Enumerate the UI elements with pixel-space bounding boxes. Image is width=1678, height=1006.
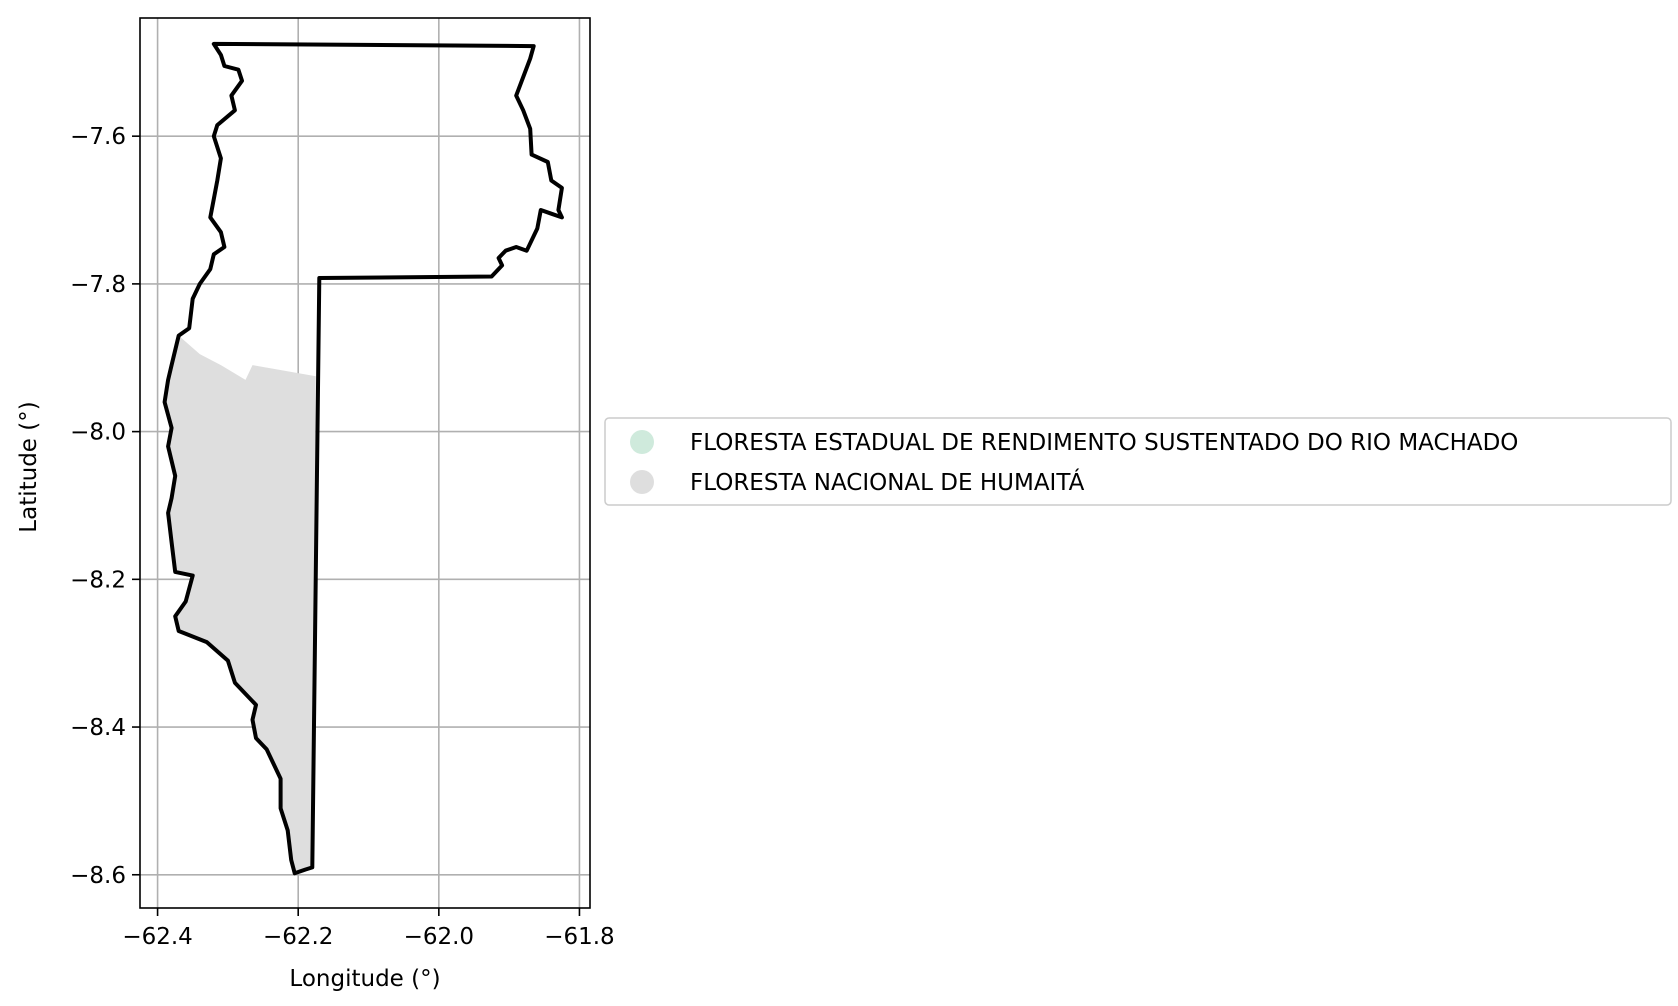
legend-label-humaita: FLORESTA NACIONAL DE HUMAITÁ [690,468,1085,496]
legend-label-rio-machado: FLORESTA ESTADUAL DE RENDIMENTO SUSTENTA… [690,430,1518,456]
x-tick-label: −62.0 [404,924,474,950]
legend-marker-rio-machado [630,430,654,454]
y-tick-label: −8.6 [70,863,126,889]
y-tick-label: −7.8 [70,272,126,298]
legend-marker-humaita [630,470,654,494]
axes-frame [139,17,591,909]
x-tick-label: −61.8 [544,924,614,950]
y-tick-label: −8.4 [70,715,126,741]
legend-frame [604,417,1672,506]
y-tick-label: −8.0 [70,420,126,446]
protected-areas [164,335,316,874]
x-axis-label: Longitude (°) [289,966,440,992]
area-floresta-nacional-de-humaita [164,335,316,874]
legend: FLORESTA ESTADUAL DE RENDIMENTO SUSTENTA… [604,417,1672,506]
y-axis-label: Latitude (°) [16,401,42,532]
x-tick-label: −62.4 [122,924,192,950]
y-tick-label: −7.6 [70,124,126,150]
axis-ticks: −62.4 −62.2 −62.0 −61.8 −7.6 −7.8 −8.0 −8.2 −8.4… [70,124,615,950]
boundary-outline [162,41,564,876]
x-tick-label: −62.2 [263,924,333,950]
y-tick-label: −8.2 [70,567,126,593]
municipality-boundary [162,41,564,876]
